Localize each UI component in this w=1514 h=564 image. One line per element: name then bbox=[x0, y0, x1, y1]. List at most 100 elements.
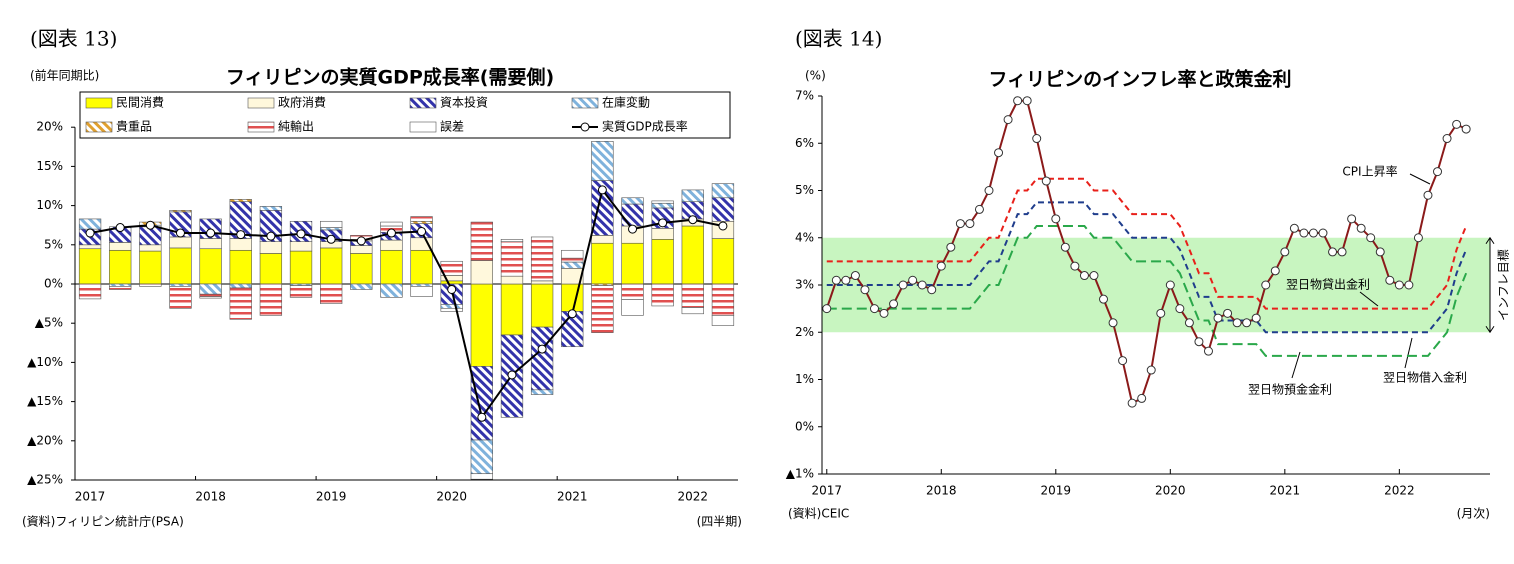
cpi-point bbox=[850, 271, 860, 281]
bar-segment bbox=[350, 253, 373, 285]
bar-segment bbox=[410, 249, 433, 285]
bar-segment bbox=[530, 236, 554, 282]
gdp-point bbox=[236, 230, 246, 240]
bar-segment bbox=[289, 250, 313, 285]
bar-segment bbox=[681, 307, 704, 315]
x-tick-label: 2022 bbox=[1384, 484, 1415, 498]
bar-segment bbox=[109, 286, 132, 290]
cpi-point bbox=[1375, 247, 1385, 257]
bar-segment bbox=[621, 299, 644, 316]
bar-segment bbox=[169, 283, 192, 287]
cpi-point bbox=[1013, 96, 1023, 106]
bar-segment bbox=[169, 247, 192, 285]
bar-segment bbox=[169, 210, 192, 213]
bar-segment bbox=[470, 283, 493, 367]
bar-segment bbox=[78, 248, 102, 285]
gdp-point bbox=[688, 215, 698, 225]
bar-segment bbox=[711, 197, 735, 222]
y-tick-label: 5% bbox=[795, 183, 814, 197]
bar-segment bbox=[621, 242, 644, 285]
gdp-point bbox=[417, 226, 427, 236]
y-tick-label: 2% bbox=[795, 325, 814, 339]
bar-segment bbox=[380, 249, 403, 285]
bar-segment bbox=[199, 238, 222, 250]
bar-segment bbox=[711, 315, 735, 326]
x-tick-label: 2021 bbox=[557, 490, 588, 504]
frequency-label: (四半期) bbox=[697, 515, 742, 529]
x-tick-label: 2022 bbox=[678, 490, 709, 504]
gdp-point bbox=[296, 229, 306, 239]
cpi-point bbox=[1079, 271, 1089, 281]
y-tick-label: 4% bbox=[795, 230, 814, 244]
rate-line bbox=[826, 177, 1468, 310]
bar-segment bbox=[139, 283, 162, 287]
cpi-point bbox=[917, 280, 927, 290]
bar-segment bbox=[229, 249, 252, 285]
x-tick-label: 2021 bbox=[1270, 484, 1301, 498]
bar-segment bbox=[259, 206, 283, 211]
rate-line bbox=[826, 224, 1468, 357]
cpi-point bbox=[1060, 242, 1070, 252]
bar-segment bbox=[410, 220, 433, 224]
cpi-point bbox=[994, 148, 1004, 158]
rate-line bbox=[826, 201, 1468, 334]
bar-segment bbox=[470, 221, 493, 261]
cpi-point bbox=[1232, 318, 1242, 328]
cpi-point bbox=[1270, 266, 1280, 276]
gdp-point bbox=[658, 218, 668, 228]
legend-label: 実質GDP成長率 bbox=[602, 119, 688, 134]
bar-segment bbox=[470, 439, 493, 475]
cpi-point bbox=[889, 299, 899, 309]
figure-label: (図表 13) bbox=[30, 27, 117, 51]
cpi-point bbox=[1156, 308, 1166, 318]
bar-segment bbox=[259, 283, 283, 316]
x-tick-label: 2019 bbox=[1041, 484, 1072, 498]
gdp-point bbox=[266, 231, 276, 241]
cpi-point bbox=[1251, 313, 1261, 323]
gdp-point bbox=[477, 412, 487, 422]
gdp-point bbox=[447, 284, 457, 294]
cpi-point bbox=[1108, 318, 1118, 328]
gdp-point bbox=[507, 370, 517, 380]
series-label: CPI上昇率 bbox=[1342, 164, 1397, 179]
bar-segment bbox=[289, 285, 313, 298]
gdp-line bbox=[89, 187, 724, 420]
bar-segment bbox=[78, 283, 102, 300]
bar-segment bbox=[591, 235, 614, 244]
cpi-point bbox=[965, 219, 975, 229]
legend-label: 在庫変動 bbox=[602, 95, 650, 110]
bar-segment bbox=[500, 283, 524, 336]
x-tick-label: 2018 bbox=[926, 484, 957, 498]
cpi-point bbox=[822, 304, 832, 314]
bar-segment bbox=[350, 283, 373, 290]
cpi-point bbox=[1280, 247, 1290, 257]
y-tick-label: 7% bbox=[795, 89, 814, 103]
cpi-point bbox=[1223, 308, 1233, 318]
x-tick-label: 2020 bbox=[436, 490, 467, 504]
legend-swatch bbox=[247, 97, 275, 109]
figure-label: (図表 14) bbox=[795, 27, 882, 51]
bar-segment bbox=[681, 189, 704, 202]
gdp-point bbox=[597, 185, 607, 195]
chart-title: フィリピンの実質GDP成長率(需要側) bbox=[226, 66, 554, 89]
source: (資料)CEIC bbox=[788, 507, 849, 521]
y-tick-label: 5% bbox=[44, 237, 63, 251]
bar-segment bbox=[289, 241, 313, 252]
bar-segment bbox=[320, 220, 343, 228]
legend-label: 純輸出 bbox=[278, 119, 314, 134]
cpi-point bbox=[1070, 261, 1080, 271]
bar-segment bbox=[410, 216, 433, 222]
bar-segment bbox=[199, 248, 222, 285]
cpi-point bbox=[1413, 233, 1423, 243]
cpi-point bbox=[1099, 294, 1109, 304]
cpi-point bbox=[1165, 280, 1175, 290]
bar-segment bbox=[229, 287, 252, 320]
legend-label: 誤差 bbox=[440, 119, 464, 134]
unit-label: (前年同期比) bbox=[30, 68, 99, 83]
bar-segment bbox=[139, 244, 162, 252]
cpi-point bbox=[1194, 337, 1204, 347]
bar-segment bbox=[530, 389, 554, 395]
cpi-point bbox=[1337, 247, 1347, 257]
bar-segment bbox=[229, 199, 252, 202]
bar-segment bbox=[530, 283, 554, 328]
